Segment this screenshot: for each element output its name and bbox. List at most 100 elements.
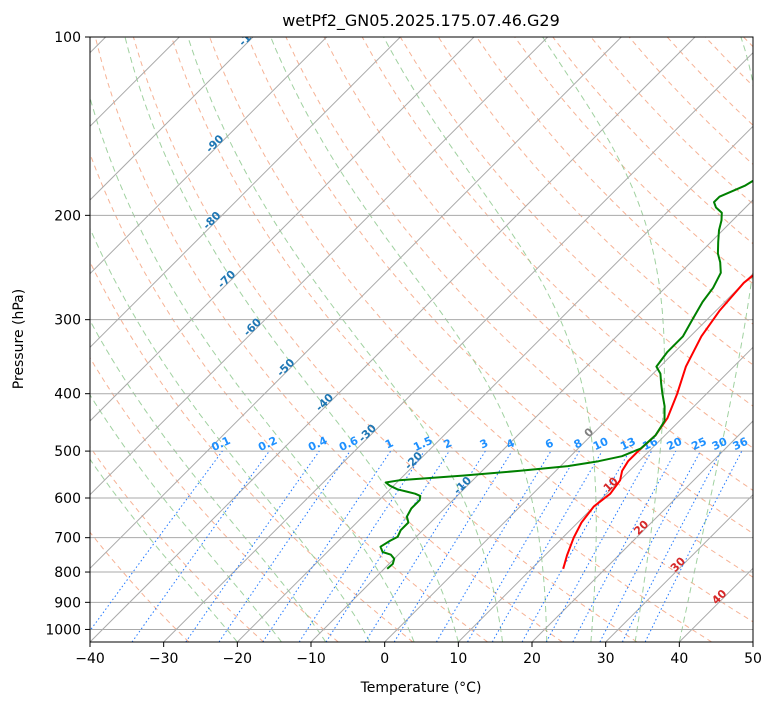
isobars <box>90 37 753 630</box>
isotherm-line <box>605 493 753 642</box>
dry-adiabat-label: -40 <box>313 391 336 414</box>
x-tick-label: 10 <box>449 651 467 667</box>
y-tick-label: 300 <box>54 313 81 329</box>
dry-adiabat-label: -20 <box>402 449 425 472</box>
isotherm-line <box>310 199 753 642</box>
moist-adiabat-line <box>187 37 503 642</box>
x-tick-label: 50 <box>744 651 762 667</box>
isotherm-line <box>90 37 328 275</box>
x-tick-label: −20 <box>223 651 253 667</box>
dry-adiabat-line <box>209 37 753 623</box>
isotherm-line <box>90 37 475 422</box>
moist-adiabat-line <box>383 37 597 642</box>
isopleth-labels: 0.1 0.2 0.4 0.6 1 1.5 2 3 4 6 8 10 13 16 20 25 30 36-100-… <box>200 20 751 607</box>
dry-adiabat-line <box>666 37 753 126</box>
mixing-ratio-line <box>644 450 743 642</box>
dry-adiabat-label: 40 <box>709 587 729 607</box>
dry-adiabat-line <box>476 37 753 325</box>
isotherm-line <box>90 37 622 570</box>
y-tick-label: 400 <box>54 387 81 403</box>
dry-adiabat-line <box>399 37 753 407</box>
plot-frame <box>89 36 754 643</box>
mixing-ratio-line <box>393 450 513 642</box>
dry-adiabat-line <box>590 37 753 205</box>
chart-title: wetPf2_GN05.2025.175.07.46.G29 <box>282 11 560 31</box>
dry-adiabat-line <box>437 37 753 366</box>
dry-adiabat-label: 20 <box>631 517 651 537</box>
dry-adiabat-line <box>90 446 264 642</box>
moist-adiabat-line <box>270 37 548 642</box>
y-axis-label: Pressure (hPa) <box>11 289 27 389</box>
mixing-ratio-line <box>298 450 425 642</box>
dry-adiabat-line <box>247 37 753 578</box>
mixing-ratio-line <box>218 450 351 642</box>
y-tick-label: 900 <box>54 595 81 611</box>
dry-adiabat-line <box>361 37 753 449</box>
mixing-ratio-label: 36 <box>731 435 751 453</box>
dry-adiabat-line <box>132 37 638 642</box>
isotherm-line <box>236 125 753 642</box>
x-tick-label: −30 <box>149 651 179 667</box>
x-tick-label: 40 <box>670 651 688 667</box>
moist-adiabat-line <box>90 319 327 642</box>
x-tick-label: 20 <box>523 651 541 667</box>
moist-adiabat-line <box>124 37 459 642</box>
y-tick-label: 700 <box>54 531 81 547</box>
temperature-line <box>562 274 753 570</box>
moist-adiabat-line <box>678 37 753 642</box>
dry-adiabats <box>90 37 753 642</box>
dry-adiabat-label: -100 <box>236 20 265 49</box>
isotherm-line <box>163 51 753 642</box>
y-tick-label: 600 <box>54 491 81 507</box>
dry-adiabat-label: -70 <box>215 267 238 290</box>
dry-adiabat-line <box>704 37 753 87</box>
mixing-ratio-line <box>185 450 320 642</box>
isotherm-line <box>752 641 753 642</box>
mixing-ratio-line <box>325 450 450 642</box>
dry-adiabat-label: -60 <box>241 315 264 338</box>
isotherm-line <box>90 37 254 201</box>
moist-adiabat-line <box>542 37 665 642</box>
mixing-ratio-label: 16 <box>640 435 660 453</box>
y-tick-label: 100 <box>54 30 81 46</box>
mixing-ratio-line <box>262 450 392 642</box>
dry-adiabat-line <box>90 531 190 642</box>
mixing-ratio-label: 10 <box>591 435 611 453</box>
x-tick-label: −40 <box>75 651 105 667</box>
isotherm-line <box>90 37 549 496</box>
mixing-ratio-line <box>572 450 677 642</box>
isotherms <box>90 37 753 642</box>
plot-area: 0.1 0.2 0.4 0.6 1 1.5 2 3 4 6 8 10 13 16 20 25 30 36-100-… <box>90 20 753 642</box>
x-tick-label: −10 <box>296 651 326 667</box>
mixing-ratio-line <box>90 450 223 632</box>
mixing-ratio-label: 30 <box>710 435 730 453</box>
isotherm-line <box>90 37 401 349</box>
y-tick-label: 1000 <box>45 622 81 638</box>
isotherm-line <box>457 346 753 642</box>
dry-adiabat-label: -50 <box>274 356 297 379</box>
y-tick-label: 500 <box>54 444 81 460</box>
dry-adiabat-label: -80 <box>200 209 223 232</box>
mixing-ratio-label: 3 <box>478 436 490 451</box>
mixing-ratio-line <box>131 450 270 642</box>
dry-adiabat-line <box>514 37 753 285</box>
mixing-ratio-label: 6 <box>543 436 556 451</box>
moist-adiabat-line <box>90 458 238 642</box>
mixing-ratio-lines <box>90 450 743 642</box>
dry-adiabat-label: -30 <box>356 421 379 444</box>
moist-adiabat-line <box>90 227 371 642</box>
y-tick-label: 200 <box>54 208 81 224</box>
dry-adiabat-line <box>90 356 339 642</box>
dry-adiabat-label: -90 <box>203 132 226 155</box>
x-tick-label: 0 <box>380 651 389 667</box>
series-layer <box>379 179 753 570</box>
mixing-ratio-label: 25 <box>689 435 708 453</box>
mixing-ratio-label: 2 <box>442 436 454 451</box>
isotherm-line <box>678 567 753 642</box>
isotherm-line <box>531 420 753 642</box>
moist-adiabat-line <box>90 394 282 642</box>
dry-adiabat-line <box>94 37 563 642</box>
dry-adiabat-line <box>743 37 753 48</box>
moist-adiabats <box>90 37 753 642</box>
